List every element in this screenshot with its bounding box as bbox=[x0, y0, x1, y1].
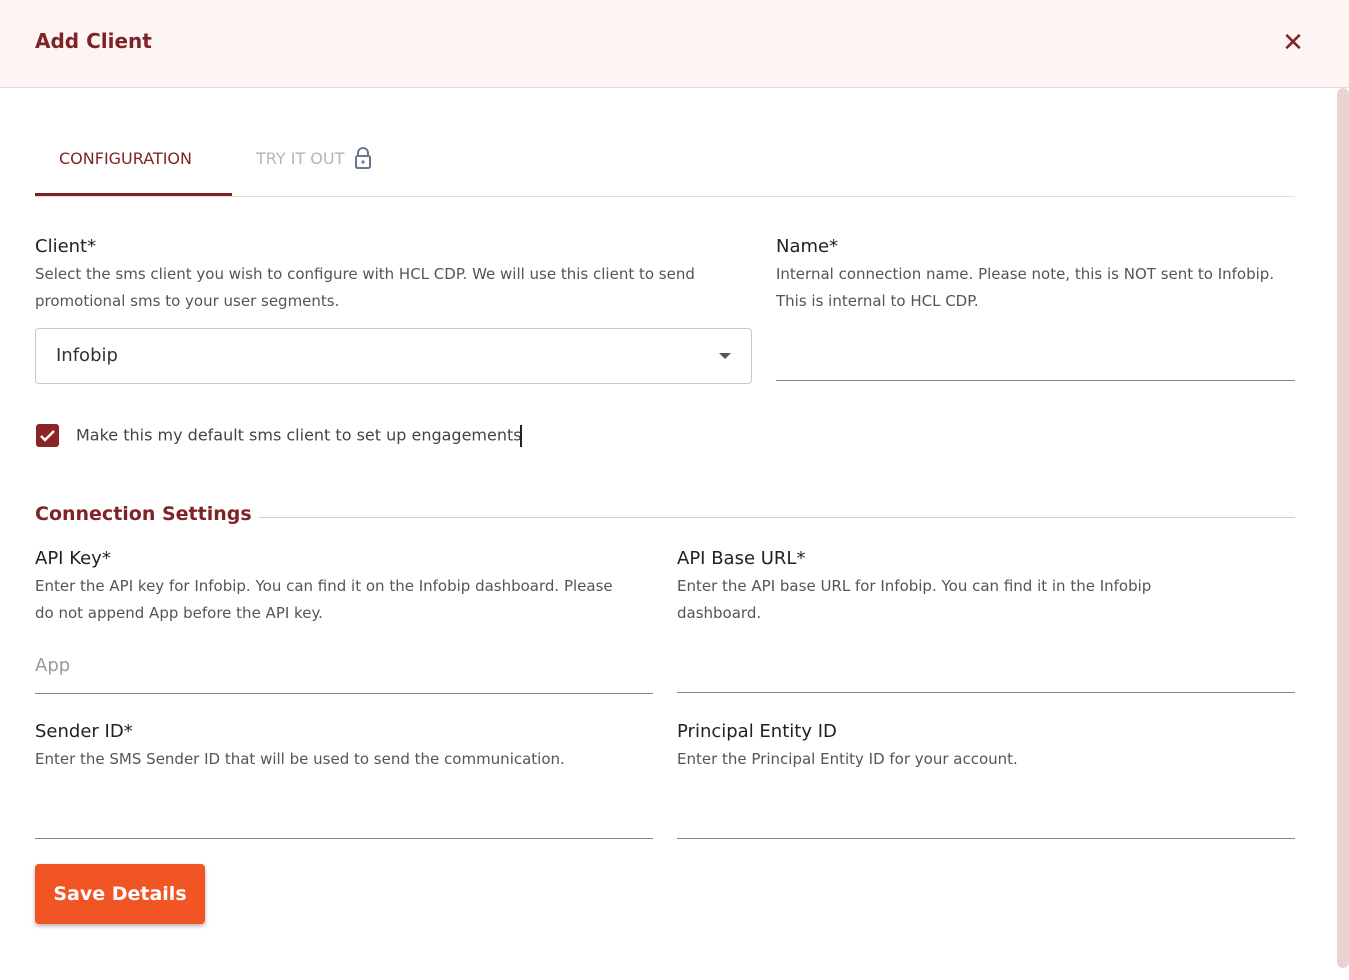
principal-entity-id-help: Enter the Principal Entity ID for your a… bbox=[677, 750, 1018, 768]
name-help: Internal connection name. Please note, t… bbox=[776, 265, 1275, 310]
text-cursor bbox=[519, 425, 522, 447]
api-key-label: API Key* bbox=[35, 548, 111, 569]
close-icon[interactable]: ✕ bbox=[1282, 28, 1304, 58]
default-checkbox[interactable] bbox=[36, 424, 59, 447]
name-input[interactable] bbox=[776, 351, 1295, 381]
save-details-button[interactable]: Save Details bbox=[35, 864, 205, 924]
name-label: Name* bbox=[776, 236, 839, 257]
default-checkbox-label[interactable]: Make this my default sms client to set u… bbox=[76, 425, 522, 447]
connection-settings-title: Connection Settings bbox=[35, 503, 252, 525]
api-key-input[interactable]: App bbox=[35, 653, 653, 694]
tabs: CONFIGURATION TRY IT OUT bbox=[35, 130, 1295, 197]
principal-entity-id-label: Principal Entity ID bbox=[677, 721, 837, 742]
chevron-down-icon bbox=[719, 353, 731, 359]
tab-try-it-out[interactable]: TRY IT OUT bbox=[232, 130, 396, 196]
dialog-title: Add Client bbox=[35, 29, 152, 53]
lock-icon bbox=[355, 146, 372, 169]
tab-label: TRY IT OUT bbox=[256, 149, 345, 168]
dialog-header: Add Client ✕ bbox=[0, 0, 1349, 88]
client-value: Infobip bbox=[56, 345, 118, 366]
tab-configuration[interactable]: CONFIGURATION bbox=[35, 130, 232, 196]
client-select[interactable]: Infobip bbox=[35, 328, 752, 384]
sender-id-label: Sender ID* bbox=[35, 721, 133, 742]
principal-entity-id-input[interactable] bbox=[677, 809, 1295, 839]
api-base-url-help: Enter the API base URL for Infobip. You … bbox=[677, 577, 1152, 622]
client-help: Select the sms client you wish to config… bbox=[35, 265, 695, 310]
section-divider bbox=[259, 517, 1295, 518]
scrollbar[interactable] bbox=[1337, 88, 1349, 968]
api-base-url-input[interactable] bbox=[677, 663, 1295, 693]
api-key-help: Enter the API key for Infobip. You can f… bbox=[35, 577, 613, 622]
api-base-url-label: API Base URL* bbox=[677, 548, 806, 569]
checkbox-text: Make this my default sms client to set u… bbox=[76, 425, 522, 445]
sender-id-help: Enter the SMS Sender ID that will be use… bbox=[35, 750, 565, 768]
check-icon bbox=[40, 430, 55, 442]
client-label: Client* bbox=[35, 236, 97, 257]
sender-id-input[interactable] bbox=[35, 809, 653, 839]
